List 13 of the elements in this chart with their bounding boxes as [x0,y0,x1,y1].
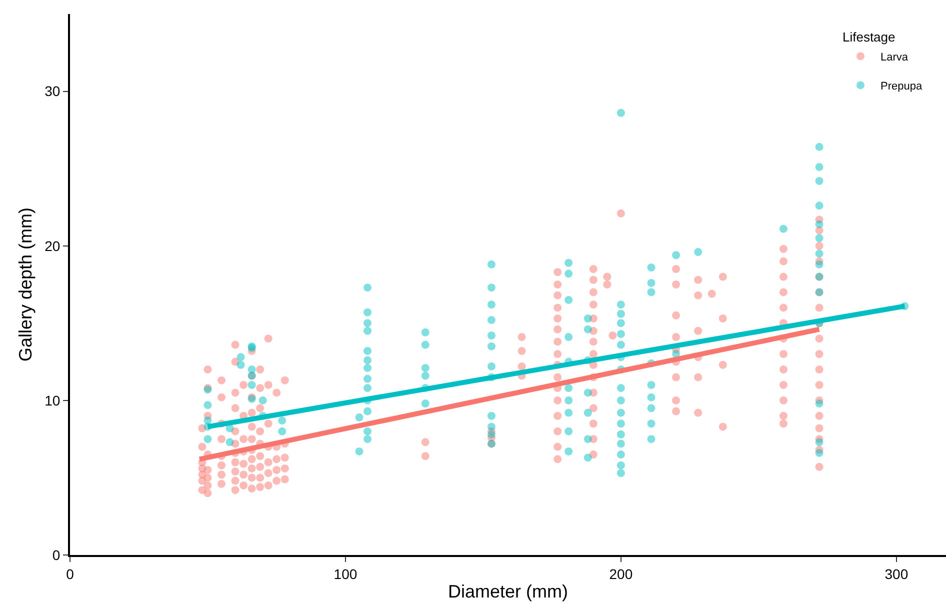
legend-label: Larva [880,52,909,64]
x-tick-label: 300 [884,566,908,582]
y-tick-label: 10 [44,392,60,408]
y-tick-label: 30 [44,83,60,100]
x-tick-label: 200 [609,566,633,582]
y-tick-label: 20 [44,238,60,254]
x-tick-label: 100 [334,566,358,582]
y-axis-title: Gallery depth (mm) [15,207,36,362]
x-tick-label: 0 [66,566,74,582]
y-tick-label: 0 [52,546,60,563]
legend-label: Prepupa [880,80,923,93]
legend-title: Lifestage [842,30,896,45]
x-axis-title: Diameter (mm) [448,581,568,602]
